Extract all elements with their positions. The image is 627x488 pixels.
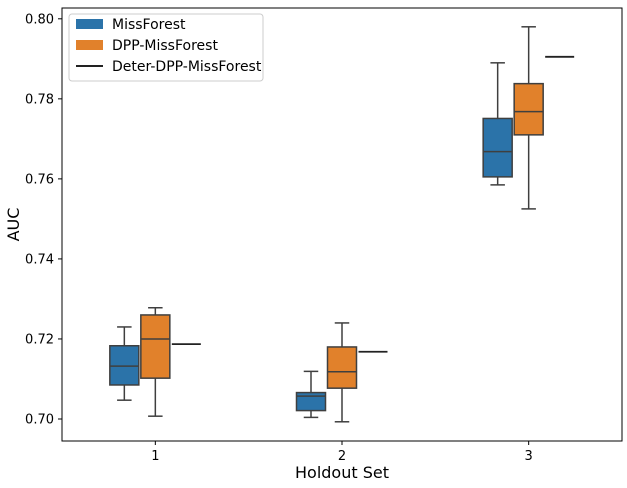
axis-ticks: 0.70 0.72 0.74 0.76 0.78 0.80 1 2 3	[25, 12, 533, 464]
legend-frame	[68, 13, 264, 82]
box	[140, 314, 171, 379]
legend: MissForest DPP-MissForest Deter-DPP-MissFo…	[68, 13, 264, 82]
box	[295, 391, 327, 412]
legend-swatch	[76, 40, 103, 50]
box	[513, 82, 544, 136]
y-tick-label: 0.74	[25, 252, 54, 267]
x-tick-label: 1	[151, 449, 159, 464]
plot-area	[109, 26, 575, 423]
box	[109, 345, 140, 386]
box	[326, 346, 358, 389]
y-tick-label: 0.72	[25, 332, 54, 347]
x-tick-label: 3	[525, 449, 533, 464]
legend-label: MissForest	[112, 17, 186, 33]
x-axis-label: Holdout Set	[295, 463, 389, 482]
legend-swatch	[76, 19, 103, 29]
y-tick-label: 0.78	[25, 92, 54, 107]
y-axis-label: AUC	[4, 208, 23, 242]
y-tick-label: 0.70	[25, 412, 54, 427]
y-tick-label: 0.80	[25, 12, 54, 27]
box	[482, 117, 513, 178]
legend-label: DPP-MissForest	[112, 38, 218, 54]
legend-label: Deter-DPP-MissForest	[112, 59, 262, 75]
y-tick-label: 0.76	[25, 172, 54, 187]
x-tick-label: 2	[338, 449, 346, 464]
